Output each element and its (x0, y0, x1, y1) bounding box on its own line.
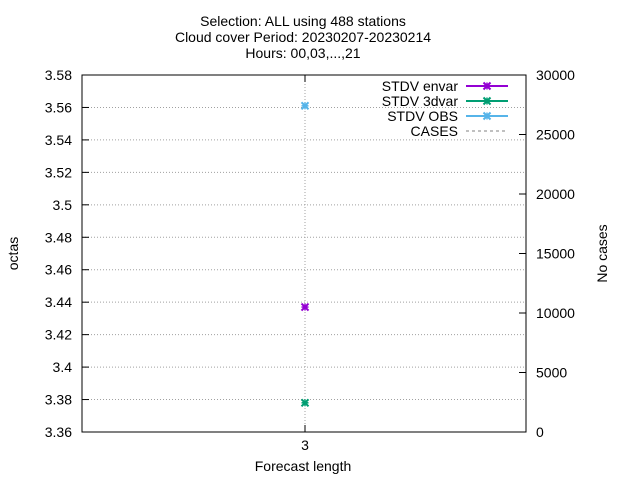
y-tick-label: 3.54 (45, 132, 72, 148)
legend-item: STDV 3dvar (382, 93, 508, 109)
legend-label: CASES (411, 123, 458, 139)
legend-item: CASES (411, 123, 508, 139)
y2-tick-label: 30000 (536, 67, 575, 83)
y-tick-label: 3.44 (45, 294, 72, 310)
legend-marker (482, 96, 492, 106)
y-axis-label: octas (5, 237, 21, 270)
y-tick-label: 3.46 (45, 262, 72, 278)
axes: 3.36 3.38 3.4 3.42 3.44 3.46 3.48 3.5 3.52 3.54 3.… (45, 67, 575, 453)
data-points (300, 101, 310, 407)
plot-area (81, 74, 527, 433)
title-line: Selection: ALL using 488 stations (200, 13, 406, 29)
y2-axis-label: No cases (594, 224, 610, 282)
y-tick-label: 3.42 (45, 327, 72, 343)
title-line: Hours: 00,03,...,21 (245, 45, 360, 61)
y-tick-label: 3.48 (45, 229, 72, 245)
legend-item: STDV OBS (387, 108, 508, 124)
y2-tick-label: 15000 (536, 246, 575, 262)
legend-marker (482, 111, 492, 121)
legend-label: STDV OBS (387, 108, 458, 124)
y2-tick-label: 0 (536, 424, 544, 440)
y2-tick-label: 10000 (536, 305, 575, 321)
legend-label: STDV 3dvar (382, 93, 459, 109)
y-tick-label: 3.56 (45, 99, 72, 115)
data-point-stdv-obs (300, 101, 310, 111)
legend-item: STDV envar (382, 78, 508, 94)
y-tick-label: 3.4 (53, 359, 73, 375)
data-point-stdv-3dvar (300, 398, 310, 407)
y2-tick-label: 20000 (536, 186, 575, 202)
y2-tick-label: 5000 (536, 365, 567, 381)
data-point-stdv-envar (300, 302, 310, 312)
y-tick-label: 3.5 (53, 197, 73, 213)
x-tick-label: 3 (301, 437, 309, 453)
y-tick-label: 3.36 (45, 424, 72, 440)
x-axis-label: Forecast length (255, 458, 352, 474)
legend-label: STDV envar (382, 78, 459, 94)
title-line: Cloud cover Period: 20230207-20230214 (175, 29, 431, 45)
legend-marker (482, 81, 492, 91)
grid (82, 75, 526, 432)
y-tick-label: 3.38 (45, 392, 72, 408)
y2-tick-label: 25000 (536, 127, 575, 143)
y-tick-label: 3.52 (45, 164, 72, 180)
y-tick-label: 3.58 (45, 67, 72, 83)
